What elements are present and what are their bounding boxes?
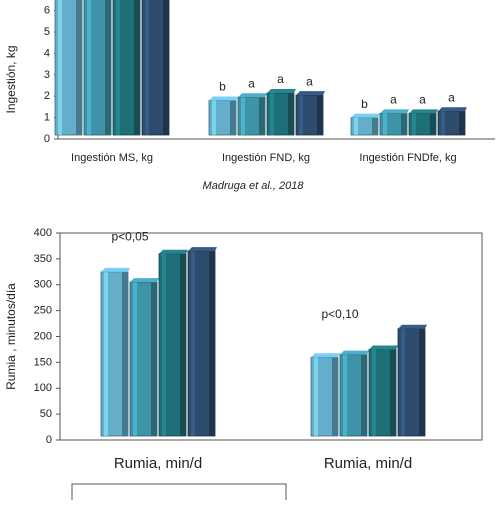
bar-side	[288, 93, 294, 135]
annotation: p<0,10	[321, 307, 358, 321]
bar-label: a	[448, 90, 455, 104]
bar-side	[151, 282, 157, 436]
legend-box	[71, 483, 287, 505]
bar-side	[419, 328, 425, 436]
x-tick-label: Ingestión FND, kg	[222, 152, 310, 164]
bar-side	[459, 111, 465, 135]
bar-side	[76, 0, 82, 136]
bar-highlight	[299, 95, 303, 135]
y-tick-label: 100	[34, 382, 52, 394]
bar-highlight	[412, 113, 416, 135]
bar-side	[361, 354, 367, 436]
bar-cap	[159, 249, 188, 254]
bar-cap	[101, 267, 130, 272]
bar-side	[259, 97, 265, 135]
bar-label: a	[248, 76, 255, 90]
chart: 0 50 100 150 200 250 300 350 400 p<0,05 p<0,10	[34, 227, 483, 446]
bar-cap	[398, 324, 427, 329]
chart: 0 1 2 3 4 5 6 b a a a b a a a	[44, 0, 495, 145]
bar-highlight	[145, 0, 149, 136]
bar-cap	[311, 353, 340, 358]
bar-highlight	[191, 251, 195, 436]
bar-cap	[351, 113, 380, 118]
bar-cap	[380, 109, 409, 114]
y-tick-label: 400	[34, 227, 52, 239]
y-tick-label: 300	[34, 279, 52, 291]
bar-side	[430, 113, 436, 135]
bar-label: a	[277, 72, 284, 86]
bar-highlight	[314, 357, 318, 436]
bar-highlight	[212, 100, 216, 135]
bar-label: b	[361, 97, 368, 111]
bar-side	[332, 357, 338, 436]
y-tick-label: 200	[34, 330, 52, 342]
y-axis-label: Ingestión, kg	[4, 45, 18, 113]
y-tick-label: 1	[44, 112, 50, 124]
bar-highlight	[343, 354, 347, 436]
bar-highlight	[58, 0, 62, 136]
bar-side	[230, 100, 236, 135]
bar-highlight	[87, 0, 91, 136]
bar-highlight	[383, 113, 387, 135]
bar-cap	[130, 278, 159, 283]
y-tick-label: 0	[44, 133, 50, 145]
bar-highlight	[372, 349, 376, 436]
bar-highlight	[104, 271, 108, 436]
bar-side	[317, 95, 323, 135]
y-tick-label: 6	[44, 5, 50, 17]
bar-cap	[209, 96, 238, 101]
bar-label: a	[306, 74, 313, 88]
bar-cap	[296, 91, 325, 96]
bar-cap	[340, 350, 369, 355]
bar-label: b	[219, 80, 226, 94]
x-tick-label: Rumia, min/d	[324, 455, 412, 472]
bar-side	[180, 253, 186, 436]
bar-highlight	[354, 117, 358, 135]
y-tick-label: 50	[40, 408, 52, 420]
y-tick-label: 4	[44, 47, 50, 59]
y-tick-label: 5	[44, 26, 50, 38]
bar-highlight	[401, 328, 405, 436]
bar-highlight	[270, 93, 274, 135]
y-axis-label: Rumia , minutos/día	[4, 283, 18, 390]
x-tick-label: Rumia, min/d	[114, 455, 202, 472]
y-tick-label: 2	[44, 90, 50, 102]
bar-side	[122, 271, 128, 436]
bar-side	[163, 0, 169, 136]
y-tick-label: 3	[44, 69, 50, 81]
bar-cap	[438, 107, 467, 112]
bar-side	[401, 113, 407, 135]
bar-cap	[188, 247, 217, 252]
bar-highlight	[116, 0, 120, 136]
bar-highlight	[241, 97, 245, 135]
bar-cap	[369, 345, 398, 350]
y-tick-label: 0	[46, 434, 52, 446]
y-tick-label: 150	[34, 356, 52, 368]
bar-highlight	[162, 253, 166, 436]
y-tick-label: 250	[34, 305, 52, 317]
bar-side	[209, 251, 215, 436]
bar-highlight	[133, 282, 137, 436]
x-tick-label: Ingestión FNDfe, kg	[359, 152, 456, 164]
x-tick-label: Ingestión MS, kg	[71, 152, 153, 164]
y-tick-label: 350	[34, 253, 52, 265]
bar-cap	[238, 93, 267, 98]
bar-side	[390, 349, 396, 436]
bar-label: a	[419, 93, 426, 107]
annotation: p<0,05	[111, 229, 148, 243]
bar-side	[134, 0, 140, 136]
source: Madruga et al., 2018	[203, 180, 305, 192]
bar-side	[372, 117, 378, 135]
bar-label: a	[390, 93, 397, 107]
bar-cap	[409, 109, 438, 114]
bar-side	[105, 0, 111, 136]
bar-cap	[267, 89, 296, 94]
bar-highlight	[441, 111, 445, 135]
